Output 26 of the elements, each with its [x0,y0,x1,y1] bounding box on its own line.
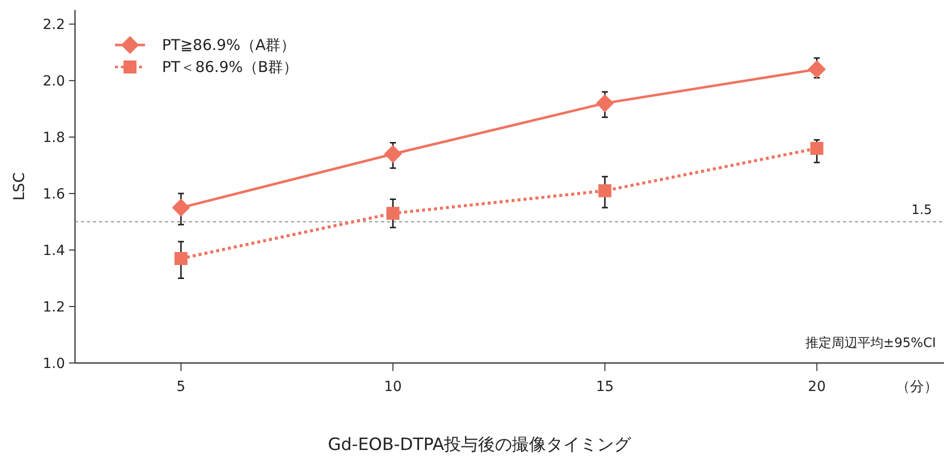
x-axis-title: Gd-EOB-DTPA投与後の撮像タイミング [328,435,632,455]
y-tick-label: 1.8 [42,130,65,146]
legend-label: PT＜86.9%（B群） [162,58,298,76]
y-axis-title: LSC [10,172,28,201]
x-tick-label: 15 [596,379,614,395]
x-tick-label: 20 [808,379,826,395]
point [172,198,190,217]
point [598,184,612,198]
annotation: 推定周辺平均±95%CI [805,336,936,351]
point [808,60,826,78]
point [174,252,188,266]
point [384,145,402,164]
x-tick-label: 10 [384,379,402,395]
point [810,142,824,155]
y-tick-label: 1.0 [42,356,65,372]
y-tick-label: 2.2 [42,17,65,34]
point [386,206,400,220]
y-tick-label: 1.4 [42,243,66,260]
point [596,94,614,112]
legend-label: PT≧86.9%（A群） [162,36,296,54]
x-tick-label: 5 [176,379,186,395]
y-tick-label: 1.6 [42,186,66,203]
y-tick-label: 2.0 [42,74,65,90]
text: （分） [896,379,938,395]
y-tick-label: 1.2 [42,300,65,316]
ref-line-label: 1.5 [911,202,932,218]
